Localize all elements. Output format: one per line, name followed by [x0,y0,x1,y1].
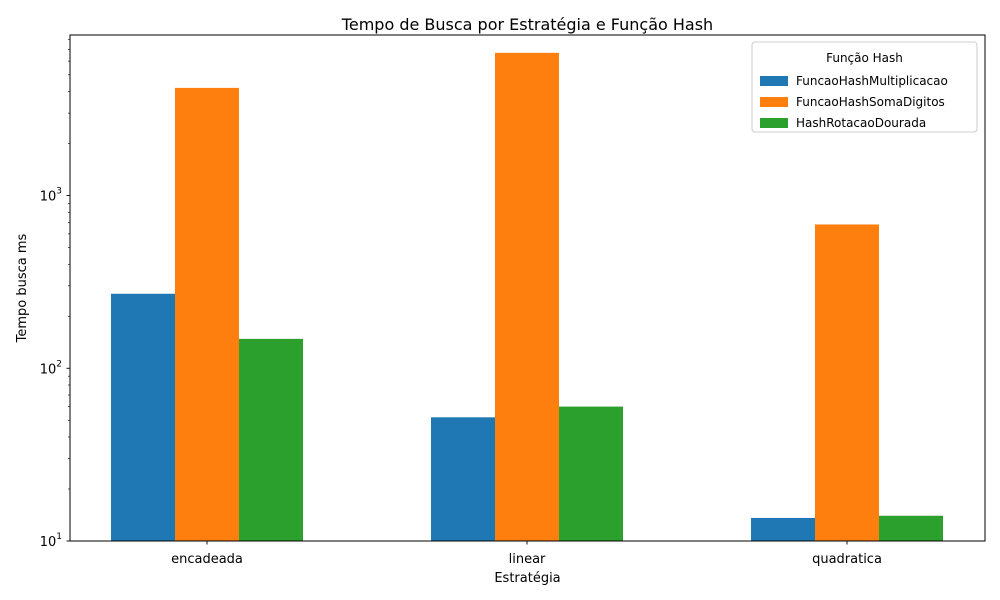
legend-swatch-FuncaoHashMultiplicacao [760,76,788,86]
legend-label-FuncaoHashMultiplicacao: FuncaoHashMultiplicacao [796,74,948,88]
legend-swatch-HashRotacaoDourada [760,118,788,128]
legend-label-HashRotacaoDourada: HashRotacaoDourada [796,116,926,130]
x-tick-label-quadratica: quadratica [812,552,882,567]
bar-FuncaoHashSomaDigitos-encadeada [175,87,239,542]
x-tick-label-linear: linear [509,552,546,567]
bars-group [111,52,943,542]
y-tick-label: 101 [40,532,62,550]
legend-title: Função Hash [826,51,903,65]
y-axis-ticks: 101 102 103 [40,39,70,550]
bar-FuncaoHashMultiplicacao-quadratica [751,517,815,541]
bar-HashRotacaoDourada-encadeada [239,338,303,541]
legend-label-FuncaoHashSomaDigitos: FuncaoHashSomaDigitos [796,95,945,109]
legend: Função Hash FuncaoHashMultiplicacao Funcao… [751,41,978,133]
chart-title: Tempo de Busca por Estratégia e Função H… [341,15,713,34]
y-tick-label: 102 [40,359,62,377]
legend-swatch-FuncaoHashSomaDigitos [760,97,788,107]
bar-FuncaoHashMultiplicacao-linear [431,417,495,541]
bar-FuncaoHashSomaDigitos-linear [495,52,559,542]
x-tick-label-encadeada: encadeada [171,552,243,567]
x-axis-ticks: encadeada linear quadratica [171,541,882,567]
legend-box [751,41,978,133]
x-axis-label: Estratégia [494,571,560,586]
bar-HashRotacaoDourada-quadratica [879,515,943,541]
bar-FuncaoHashSomaDigitos-quadratica [815,224,879,541]
plot-frame [69,34,986,542]
y-axis-label: Tempo busca ms [15,233,30,343]
y-tick-label: 103 [40,187,62,205]
bar-HashRotacaoDourada-linear [559,406,623,541]
bar-FuncaoHashMultiplicacao-encadeada [111,293,175,541]
